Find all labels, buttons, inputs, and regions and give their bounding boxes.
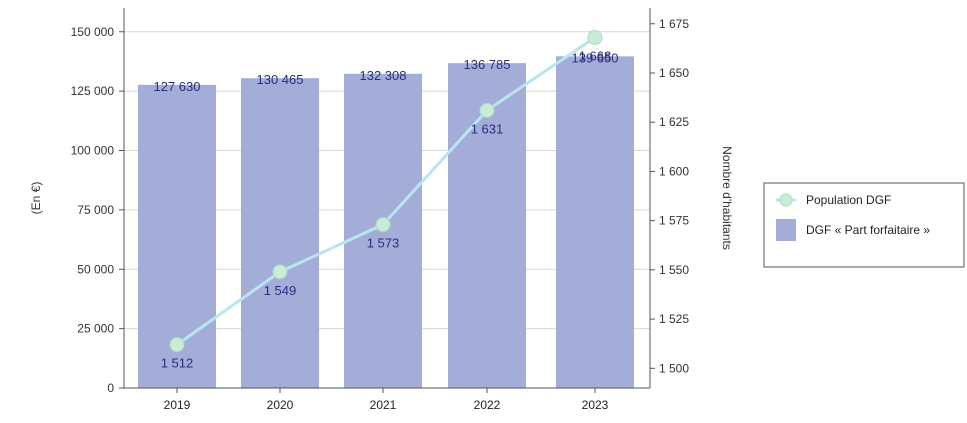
bar-value-label: 130 465 [257,72,304,87]
y-right-tick-label: 1 550 [659,263,689,277]
bar-value-label: 127 630 [154,79,201,94]
y-right-tick-label: 1 675 [659,17,689,31]
x-tick-label: 2021 [370,398,397,412]
population-value-label: 1 631 [471,121,504,136]
bar-value-label: 132 308 [360,68,407,83]
y-left-tick-label: 100 000 [71,144,115,158]
y-left-tick-label: 75 000 [77,203,114,217]
y-right-tick-label: 1 525 [659,312,689,326]
y-right-tick-label: 1 575 [659,214,689,228]
y-left-tick-label: 25 000 [77,322,114,336]
y-left-tick-label: 50 000 [77,262,114,276]
y-right-axis-title: Nombre d'habitants [720,146,734,250]
y-left-axis-title: (En €) [29,182,43,215]
y-left-tick-label: 150 000 [71,25,115,39]
x-tick-label: 2019 [164,398,191,412]
population-point [479,102,495,118]
legend-label-dgf: DGF « Part forfaitaire » [806,223,930,237]
population-point [375,217,391,233]
population-point [272,264,288,280]
population-value-label: 1 573 [367,236,400,251]
bar [556,56,634,389]
population-value-label: 1 668 [579,49,612,64]
legend-line-marker [779,193,793,207]
y-left-tick-label: 125 000 [71,84,115,98]
x-tick-label: 2020 [267,398,294,412]
legend-bar-swatch [776,219,796,241]
y-right-tick-label: 1 600 [659,164,689,178]
y-right-tick-label: 1 650 [659,66,689,80]
x-tick-label: 2022 [474,398,501,412]
bar [241,78,319,388]
legend-box [763,182,965,268]
x-tick-label: 2023 [582,398,609,412]
population-point [587,30,603,46]
y-right-tick-label: 1 500 [659,361,689,375]
bar-value-label: 139 650 [572,50,619,65]
legend-label-population: Population DGF [806,193,891,207]
y-left-tick-label: 0 [107,381,114,395]
population-point [169,337,185,353]
bar-value-label: 136 785 [464,57,511,72]
population-value-label: 1 549 [264,283,297,298]
population-value-label: 1 512 [161,356,194,371]
y-right-tick-label: 1 625 [659,115,689,129]
